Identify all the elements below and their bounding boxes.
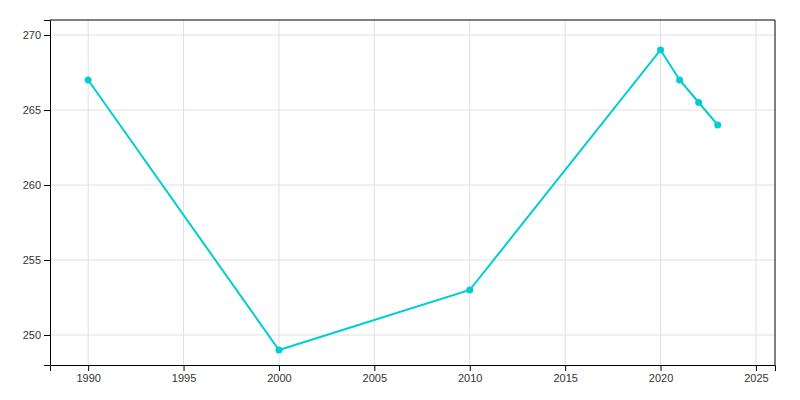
tick: 2025 [744,365,768,384]
tick: 2010 [458,365,482,384]
tick-mark [44,110,50,111]
grid-line-x [88,20,89,365]
grid-line-y [50,185,775,186]
grid-line-y [50,110,775,111]
tick: 1995 [172,365,196,384]
tick: 270 [23,29,50,41]
tick-mark [44,260,50,261]
tick-label: 1995 [172,372,196,384]
tick-label: 2010 [458,372,482,384]
grid-line-y [50,335,775,336]
grid-line-x [565,20,566,365]
tick-mark [565,365,566,371]
tick-label: 2025 [744,372,768,384]
tick-label: 260 [23,179,41,191]
grid-line-x [374,20,375,365]
tick-label: 2015 [553,372,577,384]
grid-line-x [278,20,279,365]
tick: 2000 [267,365,291,384]
tick-label: 255 [23,254,41,266]
tick-mark [756,365,757,371]
point [657,47,664,54]
tick-mark [44,185,50,186]
frame-right [775,20,776,365]
tick-label: 250 [23,329,41,341]
tick-mark [44,335,50,336]
grid-line-y [50,35,775,36]
tick: 1990 [76,365,100,384]
y-axis: 250 255 260 265 270 [23,21,51,366]
axis-line [51,366,776,372]
tick-mark [470,365,471,371]
point [695,99,702,106]
tick: 2020 [649,365,673,384]
line [88,50,718,350]
grid-line-x [469,20,470,365]
tick: 265 [23,104,50,116]
grid-line-y [50,260,775,261]
tick-label: 1990 [76,372,100,384]
tick: 255 [23,254,50,266]
tick: 250 [23,329,50,341]
x-axis: 1990 1995 2000 2005 2010 2015 2020 2025 [51,365,776,384]
tick-label: 2005 [363,372,387,384]
axis-line [44,21,51,366]
tick-mark [279,365,280,371]
grid [50,20,775,365]
tick-mark [88,365,89,371]
point [466,287,473,294]
chart-container: 1990 1995 2000 2005 2010 2015 2020 2025 250 255 26… [0,0,800,400]
point [714,122,721,129]
tick-label: 265 [23,104,41,116]
tick-mark [44,35,50,36]
tick-mark [184,365,185,371]
point [85,77,92,84]
tick-label: 270 [23,29,41,41]
tick: 2015 [553,365,577,384]
tick: 2005 [363,365,387,384]
grid-line-x [755,20,756,365]
frame-top [50,20,775,21]
series [85,47,722,354]
chart-svg: 1990 1995 2000 2005 2010 2015 2020 2025 250 255 26… [0,0,800,400]
grid-line-x [660,20,661,365]
tick-label: 2020 [649,372,673,384]
point [676,77,683,84]
tick-label: 2000 [267,372,291,384]
tick-mark [661,365,662,371]
plot-area: 1990 1995 2000 2005 2010 2015 2020 2025 250 255 26… [23,20,776,384]
tick-mark [374,365,375,371]
grid-line-x [183,20,184,365]
tick: 260 [23,179,50,191]
point [275,347,282,354]
